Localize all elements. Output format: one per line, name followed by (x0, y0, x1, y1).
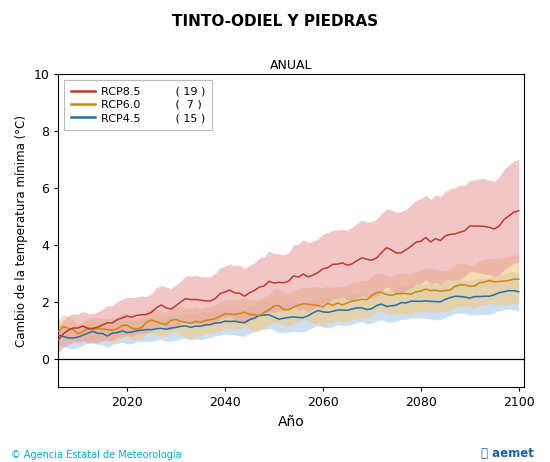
X-axis label: Año: Año (278, 414, 304, 429)
Text: ⓔ aemet: ⓔ aemet (481, 447, 534, 460)
Legend: RCP8.5          ( 19 ), RCP6.0          (  7 ), RCP4.5          ( 15 ): RCP8.5 ( 19 ), RCP6.0 ( 7 ), RCP4.5 ( 15… (64, 80, 212, 130)
Title: ANUAL: ANUAL (270, 59, 312, 72)
Text: © Agencia Estatal de Meteorología: © Agencia Estatal de Meteorología (11, 449, 182, 460)
Text: TINTO-ODIEL Y PIEDRAS: TINTO-ODIEL Y PIEDRAS (172, 14, 378, 29)
Y-axis label: Cambio de la temperatura mínima (°C): Cambio de la temperatura mínima (°C) (15, 115, 28, 346)
